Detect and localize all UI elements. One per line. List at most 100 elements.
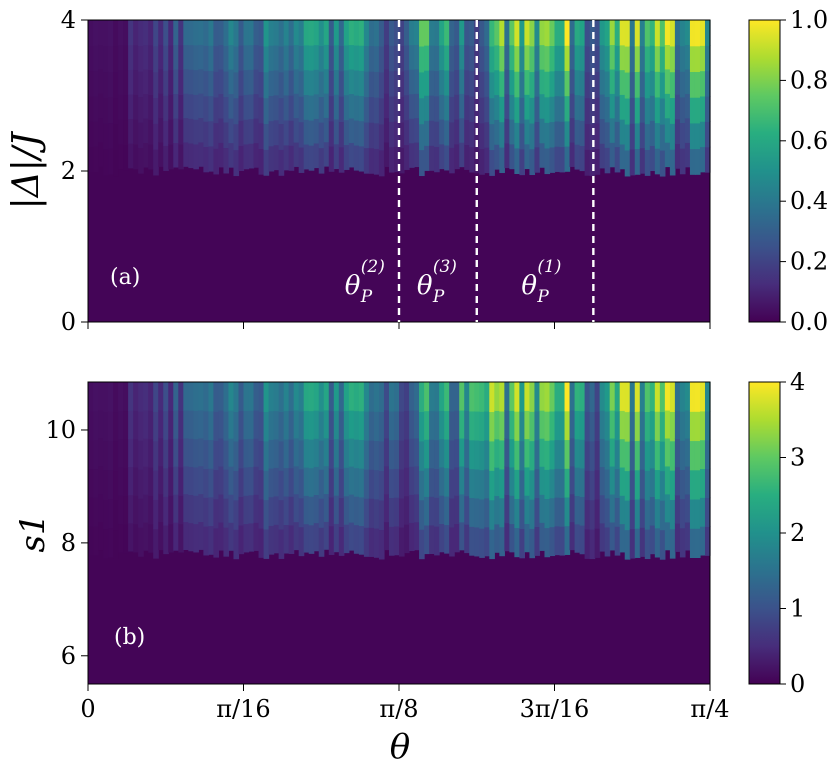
heatmap-cell [278,382,285,412]
heatmap-cell [564,145,571,172]
heatmap-cell [173,438,179,467]
heatmap-cell [624,470,631,501]
heatmap-cell [248,44,255,70]
heatmap-cell [303,44,310,71]
heatmap-cell [343,20,350,46]
heatmap-cell [273,69,280,96]
heatmap-cell [704,468,711,499]
heatmap-cell [293,93,300,119]
heatmap-cell [464,524,470,554]
heatmap-cell [664,382,671,411]
heatmap-cell [163,145,169,171]
heatmap-cell [293,493,300,523]
heatmap-cell [684,44,691,70]
heatmap-cell [258,148,265,175]
heatmap-cell [338,146,345,173]
heatmap-cell [619,94,626,120]
heatmap-cell [444,524,450,554]
heatmap-cell [514,382,520,412]
heatmap-cell [213,527,220,558]
heatmap-cell [353,382,360,412]
heatmap-cell [704,70,711,97]
heatmap-cell [178,94,184,120]
heatmap-cell [609,44,616,70]
heatmap-cell [253,69,260,95]
heatmap-cell [273,410,280,440]
heatmap-cell [514,45,520,72]
heatmap-cell [664,437,671,467]
heatmap-cell [318,469,325,499]
heatmap-cell [544,440,551,470]
heatmap-cell [183,141,189,167]
heatmap-cell [639,527,646,557]
heatmap-cell [243,44,250,71]
heatmap-cell [128,69,134,95]
heatmap-cell [118,119,124,145]
heatmap-cell [178,44,184,71]
y-ticks-a: 024 [61,6,88,336]
heatmap-cell [409,438,415,467]
heatmap-cell [594,122,601,150]
heatmap-cell [358,468,365,498]
heatmap-cell [118,143,124,170]
heatmap-cell [624,20,631,47]
heatmap-cell [579,525,586,555]
heatmap-cell [303,94,310,120]
heatmap-cell [514,498,520,529]
heatmap-cell [228,44,235,70]
heatmap-cell [409,410,415,439]
heatmap-cell [654,498,661,529]
heatmap-cell [148,523,154,553]
heatmap-cell [449,526,455,557]
heatmap-cell [584,123,591,150]
heatmap-cell [529,148,536,176]
heatmap-cell [133,119,139,145]
heatmap-cell [509,20,515,46]
heatmap-cell [604,410,611,441]
heatmap-cell [198,409,204,439]
heatmap-cell [699,468,706,498]
heatmap-cell [594,97,601,124]
heatmap-cell [328,70,335,97]
heatmap-cell [123,144,129,171]
heatmap-cell [323,437,330,467]
heatmap-cell [579,382,586,412]
heatmap-cell [273,44,280,71]
heatmap-cell [699,20,706,46]
heatmap-cell [123,119,129,146]
heatmap-cell [158,493,164,523]
heatmap-cell [689,20,696,47]
heatmap-cell [519,411,526,442]
heatmap-cell [153,71,159,99]
heatmap-cell [188,438,194,467]
heatmap-cell [383,521,390,551]
heatmap-cell [589,149,596,176]
heatmap-cell [393,497,400,527]
heatmap-cell [699,146,706,173]
heatmap-cell [158,117,164,143]
heatmap-cell [93,526,99,556]
heatmap-cell [118,495,124,525]
heatmap-cell [108,382,114,412]
heatmap-cell [383,465,390,495]
heatmap-cell [353,496,360,526]
heatmap-cell [288,439,295,469]
heatmap-cell [524,438,531,468]
heatmap-cell [278,45,285,73]
heatmap-cell [644,499,651,530]
heatmap-cell [318,71,325,98]
heatmap-cell [318,147,325,174]
heatmap-cell [133,410,139,440]
heatmap-cell [183,93,189,119]
heatmap-cell [699,45,706,72]
heatmap-cell [659,45,666,73]
heatmap-cell [238,45,245,71]
heatmap-cell [609,142,616,168]
heatmap-cell [694,469,701,500]
heatmap-cell [153,20,159,47]
heatmap-cell [619,20,626,46]
heatmap-cell [133,44,139,71]
heatmap-cell [253,44,260,70]
heatmap-cell [664,44,671,70]
heatmap-cell [313,20,320,46]
